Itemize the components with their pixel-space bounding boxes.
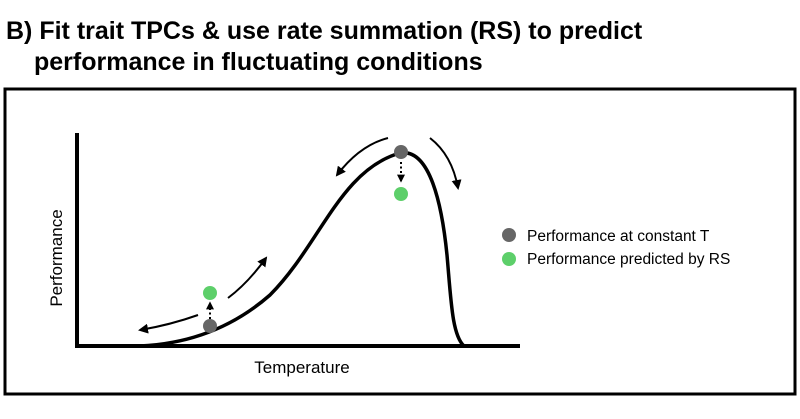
legend-label-predicted: Performance predicted by RS [527, 251, 730, 268]
legend-marker-constant [502, 228, 516, 242]
title-line-1: B) Fit trait TPCs & use rate summation (… [6, 17, 643, 45]
constant-point-peak [394, 145, 408, 159]
constant-point-low [203, 319, 217, 333]
y-axis-label: Performance [47, 209, 66, 306]
panel-frame [3, 87, 797, 396]
arrow-left-low [138, 314, 199, 334]
title-line-2: performance in fluctuating conditions [34, 48, 483, 76]
x-axis-label: Temperature [254, 358, 349, 377]
legend-marker-predicted [502, 252, 516, 266]
figure-title: B) Fit trait TPCs & use rate summation (… [6, 16, 642, 78]
predicted-point-low [203, 286, 217, 300]
legend-label-constant: Performance at constant T [527, 228, 710, 245]
arrow-right-peak [429, 137, 462, 190]
legend: Performance at constant T Performance pr… [502, 228, 730, 268]
performance-curve [139, 151, 466, 348]
arrow-left-peak [335, 137, 389, 177]
predicted-point-peak [394, 187, 408, 201]
arrow-right-low [227, 256, 268, 299]
